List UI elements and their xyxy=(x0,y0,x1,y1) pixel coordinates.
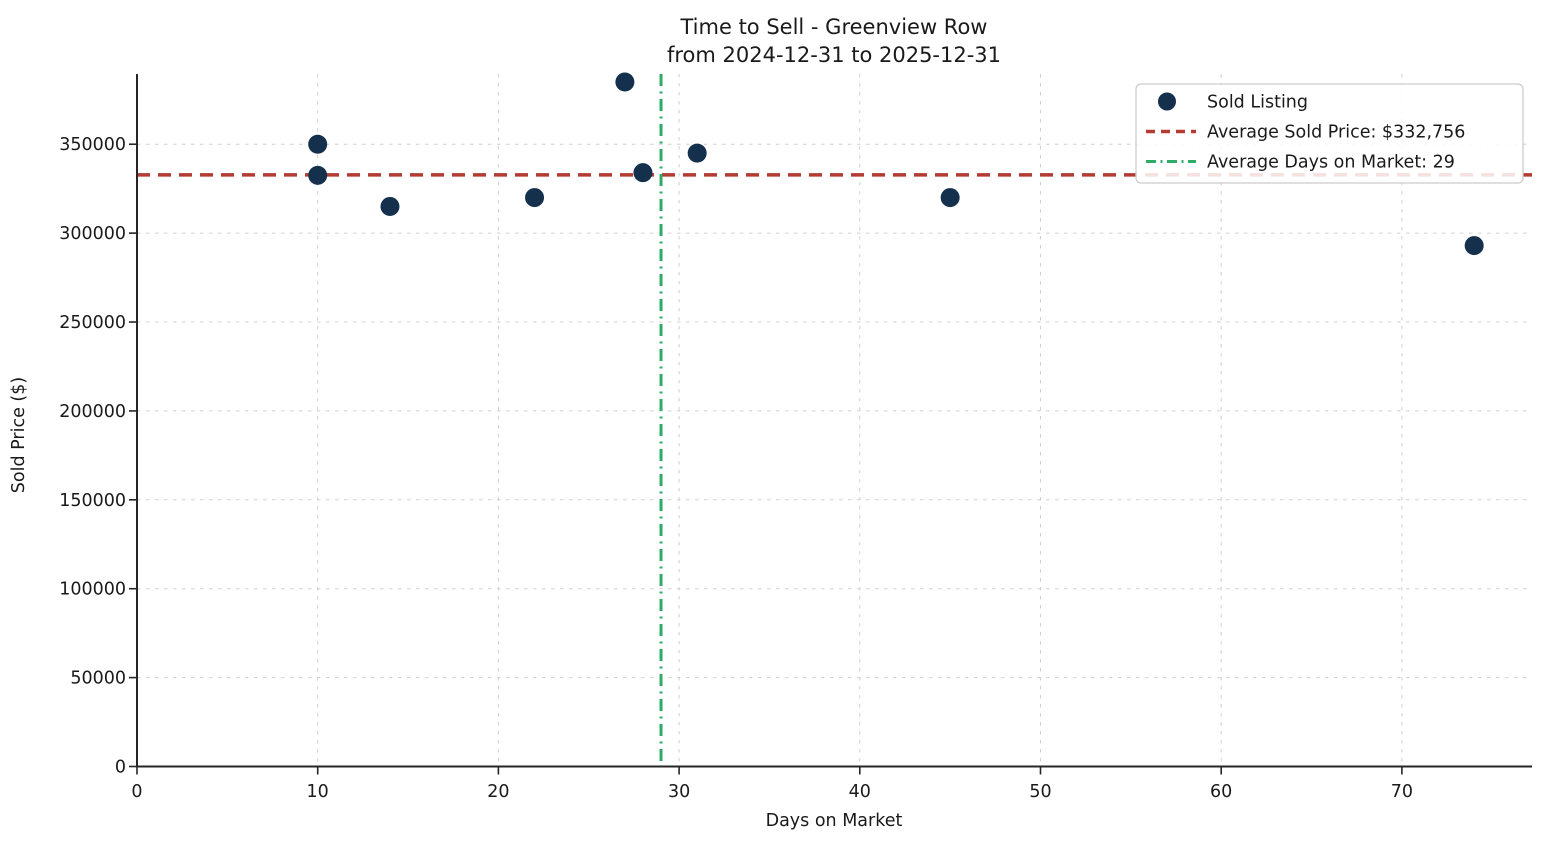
y-tick-label: 50000 xyxy=(70,669,126,689)
x-tick-label: 40 xyxy=(849,782,871,802)
legend-marker-sold-listing xyxy=(1158,92,1176,111)
data-point xyxy=(380,196,400,216)
legend-label-sold-listing: Sold Listing xyxy=(1207,93,1308,113)
y-tick-label: 200000 xyxy=(59,402,126,422)
legend-label-average-days: Average Days on Market: 29 xyxy=(1207,153,1455,173)
y-tick-label: 350000 xyxy=(59,135,126,155)
y-tick-label: 250000 xyxy=(59,313,126,333)
data-point xyxy=(687,143,707,163)
data-point xyxy=(308,134,328,154)
legend-label-average-price: Average Sold Price: $332,756 xyxy=(1207,123,1465,143)
x-axis-label: Days on Market xyxy=(766,811,903,831)
chart-subtitle: from 2024-12-31 to 2025-12-31 xyxy=(667,43,1001,67)
x-tick-label: 20 xyxy=(487,782,509,802)
chart-title: Time to Sell - Greenview Row xyxy=(680,15,988,39)
x-tick-label: 10 xyxy=(307,782,329,802)
sold-listing-points xyxy=(308,72,1484,256)
x-tick-label: 0 xyxy=(131,782,142,802)
x-tick-label: 30 xyxy=(668,782,690,802)
x-tick-label: 70 xyxy=(1391,782,1413,802)
axes-spines xyxy=(129,74,1532,775)
y-axis-label: Sold Price ($) xyxy=(9,377,29,493)
data-point xyxy=(940,188,960,208)
y-tick-label: 150000 xyxy=(59,491,126,511)
tick-labels: 0 10 20 30 40 50 60 70 0 50000 100000 150000 200000 2… xyxy=(59,135,1413,802)
y-tick-label: 0 xyxy=(115,758,126,778)
data-point xyxy=(1464,236,1484,256)
y-tick-label: 300000 xyxy=(59,224,126,244)
data-point xyxy=(308,165,328,185)
legend-box xyxy=(1135,83,1524,184)
y-tick-label: 100000 xyxy=(59,580,126,600)
legend: Sold Listing Average Sold Price: $332,75… xyxy=(1135,83,1524,184)
data-point xyxy=(633,163,653,183)
data-point xyxy=(525,188,545,208)
data-point xyxy=(615,72,635,92)
x-tick-label: 50 xyxy=(1029,782,1051,802)
x-tick-label: 60 xyxy=(1210,782,1232,802)
